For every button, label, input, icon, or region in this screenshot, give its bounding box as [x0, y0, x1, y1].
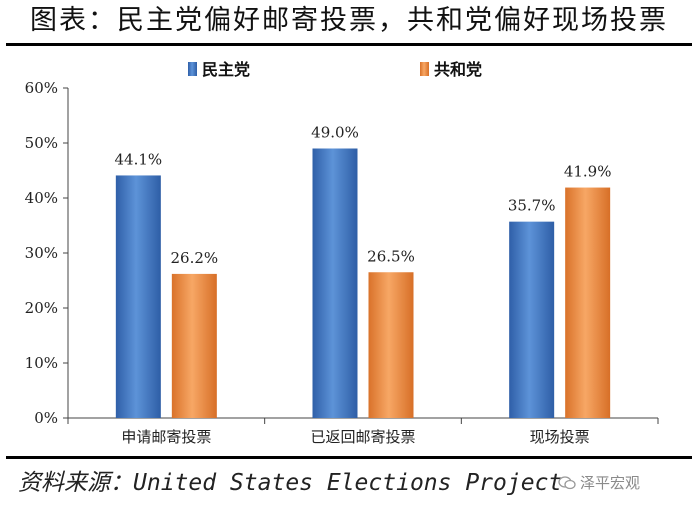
- bar-republican-3: [565, 187, 611, 418]
- bar-republican-1: [171, 273, 217, 418]
- bar-democrat-3: [509, 221, 555, 418]
- chart-axes: 0% 10% 20% 30% 40% 50% 60% 申请邮寄投票 已返回邮寄投票 现场投票: [25, 79, 659, 446]
- chart-data-labels: 44.1% 26.2% 49.0% 26.5% 35.7% 41.9%: [115, 124, 612, 267]
- chart-legend: 民主党 共和党: [188, 60, 482, 79]
- bar-democrat-1: [115, 175, 161, 418]
- x-tick-label: 已返回邮寄投票: [310, 428, 415, 446]
- y-tick-label: 20%: [25, 299, 58, 317]
- bar-chart: 民主党 共和党 0% 10% 20% 30% 40% 50% 60% 申请邮寄投票 已返回邮寄投票…: [25, 60, 659, 446]
- legend-label-democrat: 民主党: [202, 60, 250, 79]
- bar-democrat-2: [312, 148, 358, 418]
- data-label: 49.0%: [311, 124, 359, 142]
- wechat-icon: [558, 476, 576, 490]
- legend-label-republican: 共和党: [434, 60, 482, 79]
- x-tick-label: 现场投票: [530, 428, 590, 446]
- y-tick-label: 10%: [25, 354, 58, 372]
- bar-republican-2: [368, 272, 414, 418]
- y-tick-label: 60%: [25, 79, 58, 97]
- y-tick-label: 30%: [25, 244, 58, 262]
- legend-swatch-democrat: [188, 62, 197, 76]
- source-rule: [6, 456, 692, 459]
- data-label: 41.9%: [564, 163, 612, 181]
- data-label: 26.5%: [367, 247, 415, 265]
- y-tick-label: 40%: [25, 189, 58, 207]
- data-label: 44.1%: [115, 150, 163, 168]
- data-label: 26.2%: [171, 249, 219, 267]
- y-tick-label: 50%: [25, 134, 58, 152]
- source-note: 资料来源：United States Elections Project: [18, 470, 563, 496]
- x-tick-label: 申请邮寄投票: [121, 428, 211, 446]
- data-label: 35.7%: [508, 197, 556, 215]
- watermark: 泽平宏观: [558, 470, 640, 496]
- title-underline: [6, 43, 692, 46]
- chart-bars: [115, 148, 611, 418]
- legend-swatch-republican: [420, 62, 429, 76]
- chart-title: 图表：民主党偏好邮寄投票，共和党偏好现场投票: [30, 5, 668, 36]
- y-tick-label: 0%: [34, 409, 58, 427]
- watermark-text: 泽平宏观: [580, 474, 641, 492]
